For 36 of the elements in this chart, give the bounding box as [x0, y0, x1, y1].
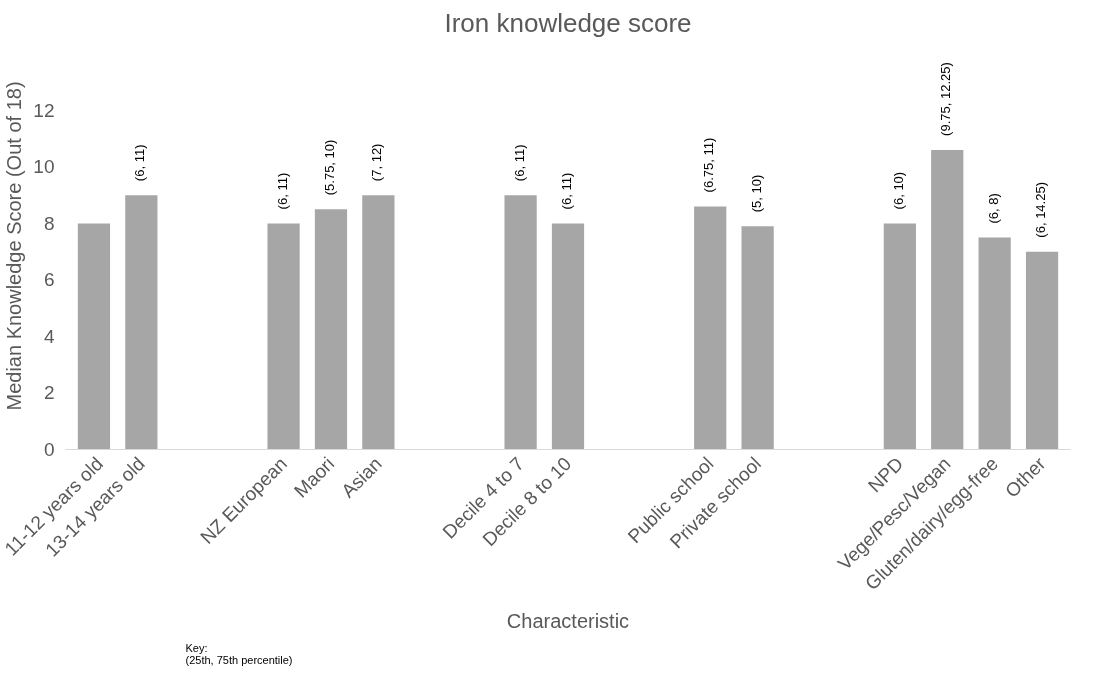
chart-title: Iron knowledge score [444, 7, 692, 38]
y-tick-label: 8 [43, 212, 55, 234]
x-axis-title: Characteristic [506, 609, 630, 632]
bar [931, 149, 964, 450]
data-label: (6, 11) [511, 144, 527, 182]
data-label: (5.75, 10) [321, 139, 337, 196]
text: Key: (25th, 75th percentile) [185, 641, 293, 666]
y-axis-title: Median Knowledge Score (Out of 18) [3, 81, 26, 411]
bar [1025, 251, 1059, 450]
y-tick-label: 4 [43, 325, 55, 347]
data-label: (6.75, 11) [701, 137, 717, 193]
data-label: (5, 10) [748, 174, 764, 213]
data-label: (7, 12) [369, 143, 385, 182]
y-tick-label: 0 [43, 439, 55, 460]
y-tick-label: 10 [33, 156, 55, 178]
bar [77, 223, 111, 450]
bar [504, 195, 537, 450]
bar [362, 195, 395, 450]
bar [267, 223, 300, 450]
data-label: (9.75, 12.25) [938, 62, 954, 136]
bar [314, 209, 348, 450]
data-label: (6, 14.25) [1033, 182, 1049, 238]
bar [551, 223, 585, 450]
y-tick-label: 12 [33, 99, 55, 121]
bar [125, 195, 158, 450]
data-label: (6, 10) [890, 171, 906, 210]
bar [694, 206, 727, 450]
data-label: (6, 11) [132, 144, 148, 182]
y-tick-label: 2 [43, 382, 55, 404]
bar [883, 223, 916, 450]
data-label: (6, 11) [274, 172, 290, 210]
bar [978, 237, 1011, 450]
y-tick-label: 6 [43, 269, 55, 291]
data-label: (6, 11) [559, 172, 574, 210]
bar [741, 226, 774, 450]
data-label: (6, 8) [985, 193, 1001, 224]
